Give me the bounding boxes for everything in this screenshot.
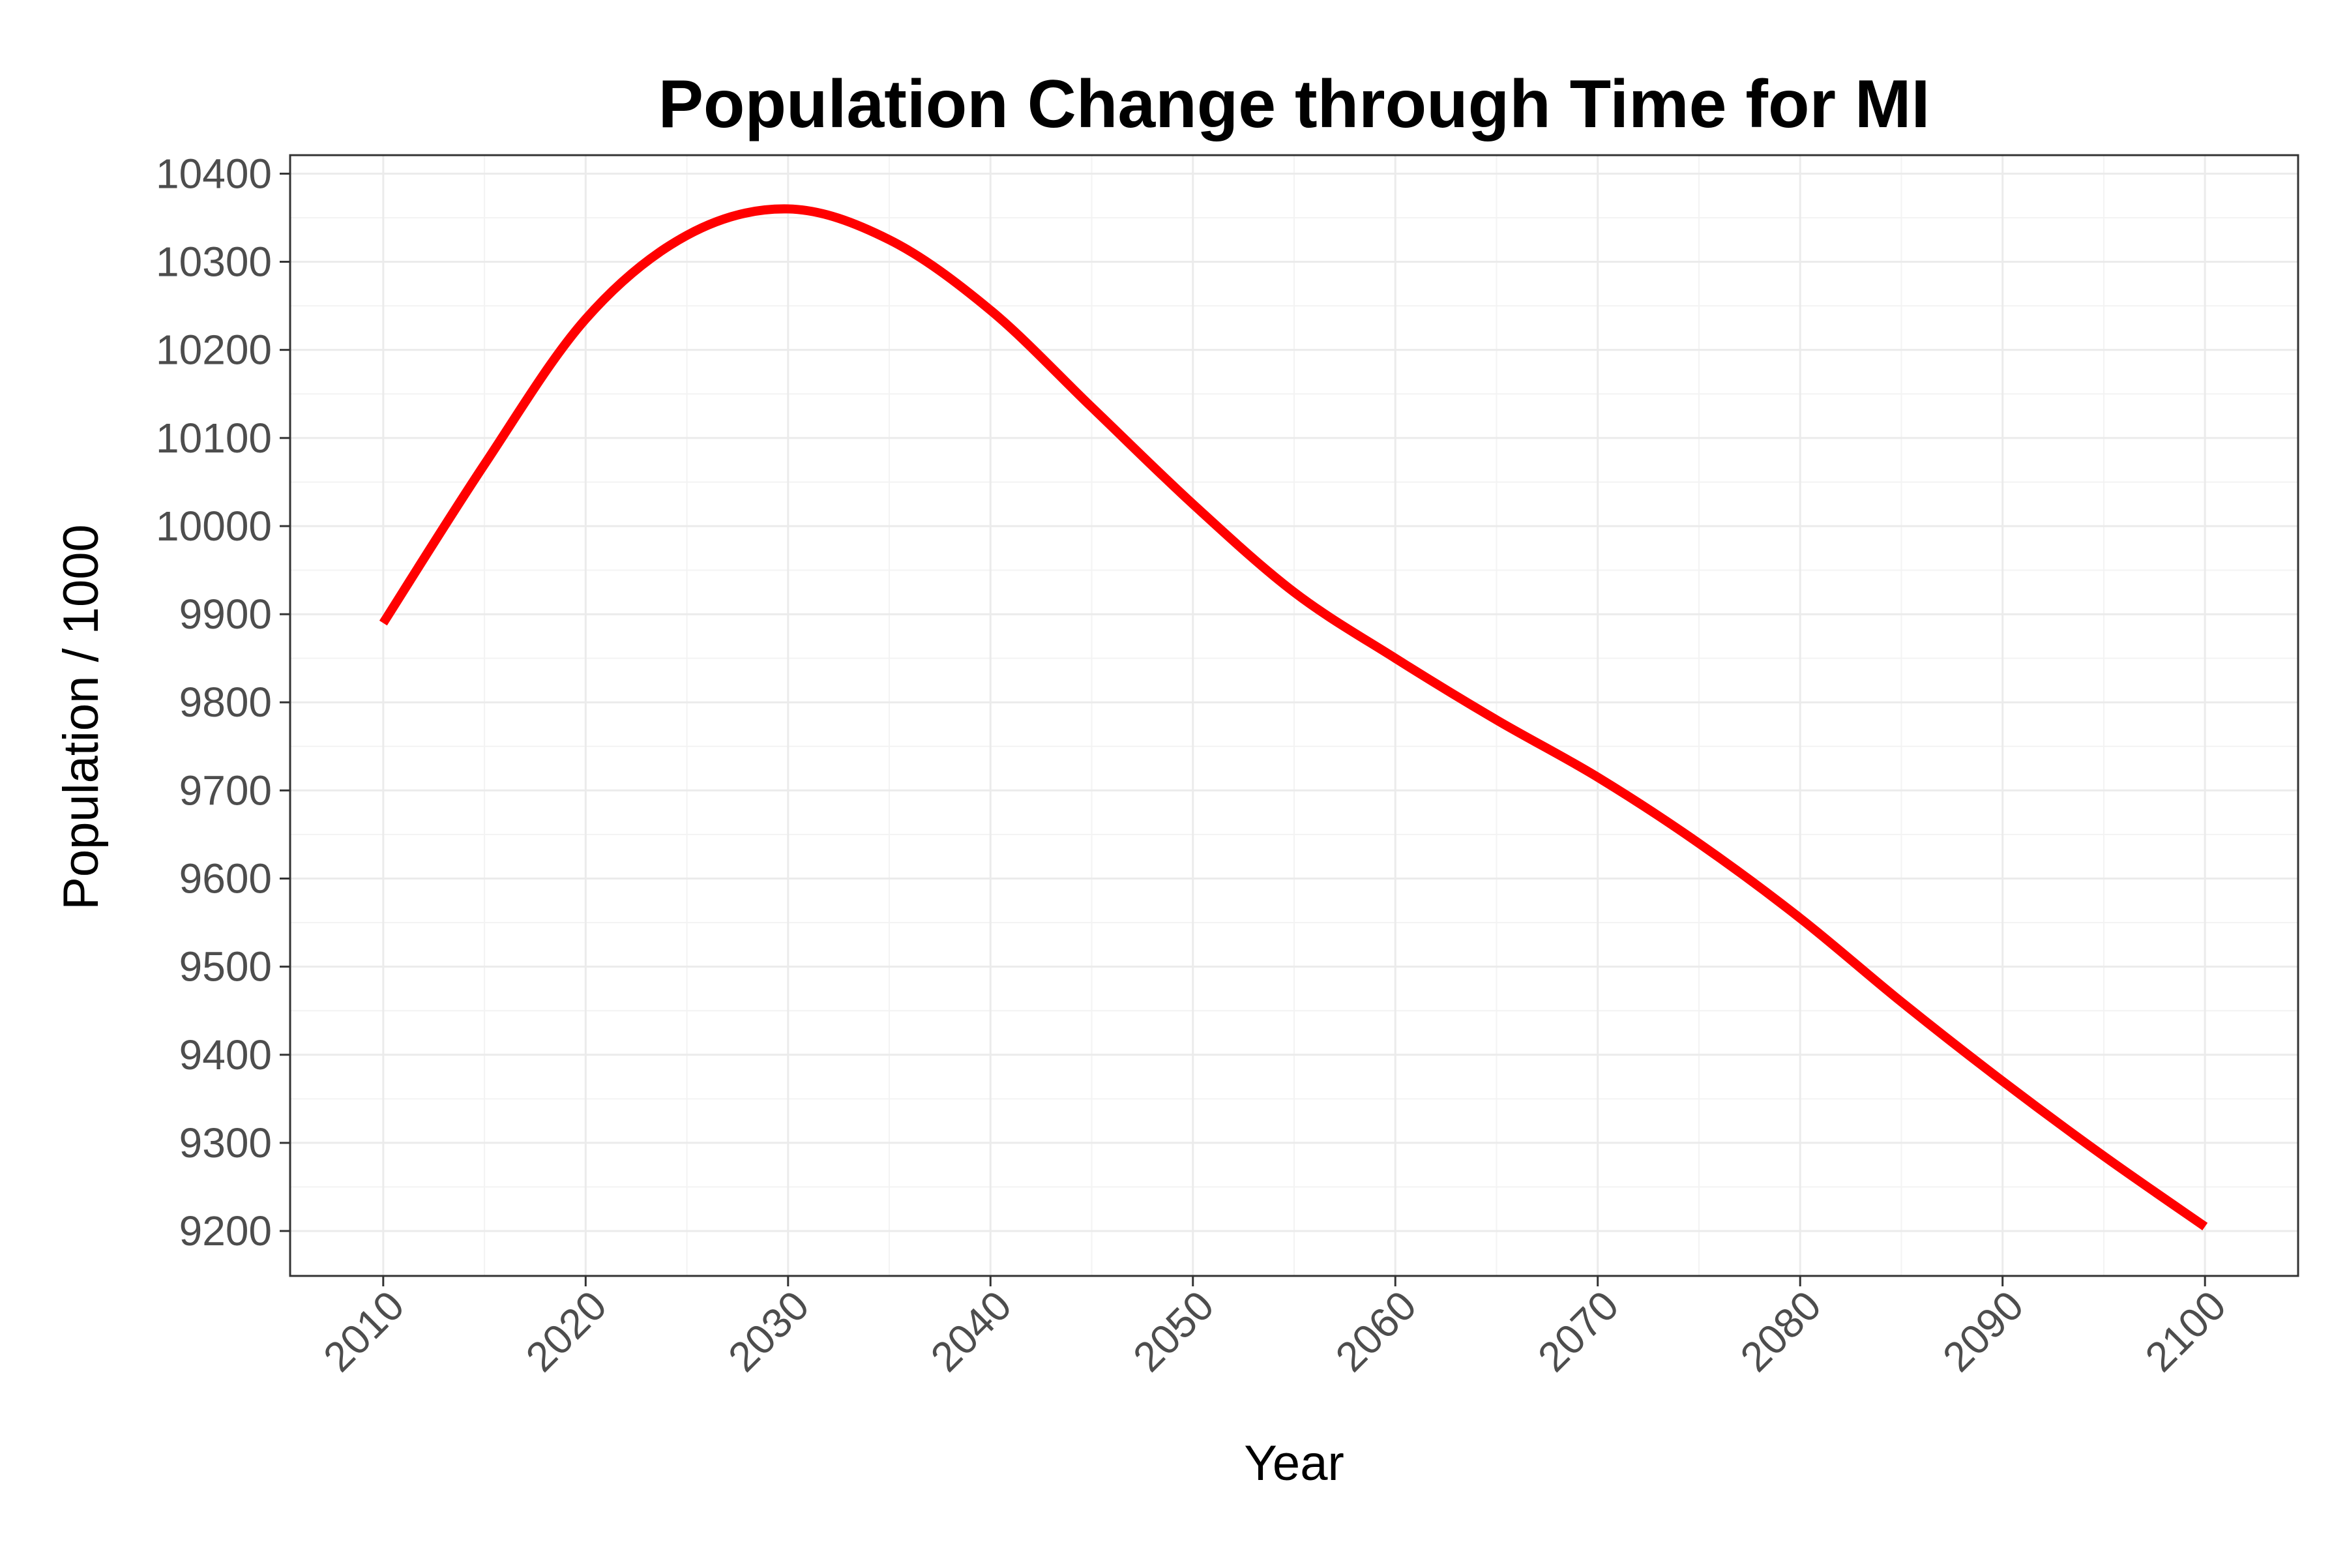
y-tick-label: 10100 (156, 415, 272, 462)
y-tick-label: 9800 (179, 679, 272, 726)
y-tick-label: 9300 (179, 1119, 272, 1166)
y-tick-label: 9400 (179, 1031, 272, 1078)
y-tick-label: 10300 (156, 239, 272, 286)
y-tick-label: 10000 (156, 503, 272, 550)
y-axis-title: Population / 1000 (53, 524, 109, 910)
x-tick-label: 2010 (314, 1282, 413, 1381)
x-axis-title: Year (1244, 1436, 1344, 1491)
y-tick-label: 9600 (179, 855, 272, 902)
x-tick-label: 2040 (922, 1282, 1021, 1381)
y-tick-label: 10400 (156, 150, 272, 197)
x-tick-label: 2090 (1934, 1282, 2033, 1381)
y-tick-label: 9900 (179, 591, 272, 638)
x-tick-label: 2080 (1732, 1282, 1831, 1381)
grid-layer (290, 155, 2298, 1276)
population-series-line (379, 204, 2208, 1231)
x-tick-label: 2070 (1529, 1282, 1628, 1381)
plot-panel-border (289, 154, 2299, 1277)
chart-title: Population Change through Time for MI (658, 67, 1930, 142)
x-tick-label: 2060 (1327, 1282, 1426, 1381)
y-tick-label: 9200 (179, 1207, 272, 1254)
x-tick-label: 2020 (517, 1282, 616, 1381)
axis-layer: 2010 2020 2030 2040 2050 2060 2070 2080 2090 2100… (156, 150, 2235, 1380)
series-layer (379, 204, 2208, 1231)
y-tick-label: 9500 (179, 943, 272, 990)
y-tick-label: 9700 (179, 767, 272, 814)
x-tick-label: 2100 (2136, 1282, 2235, 1381)
y-tick-label: 10200 (156, 327, 272, 374)
x-tick-label: 2050 (1124, 1282, 1223, 1381)
x-tick-label: 2030 (719, 1282, 818, 1381)
